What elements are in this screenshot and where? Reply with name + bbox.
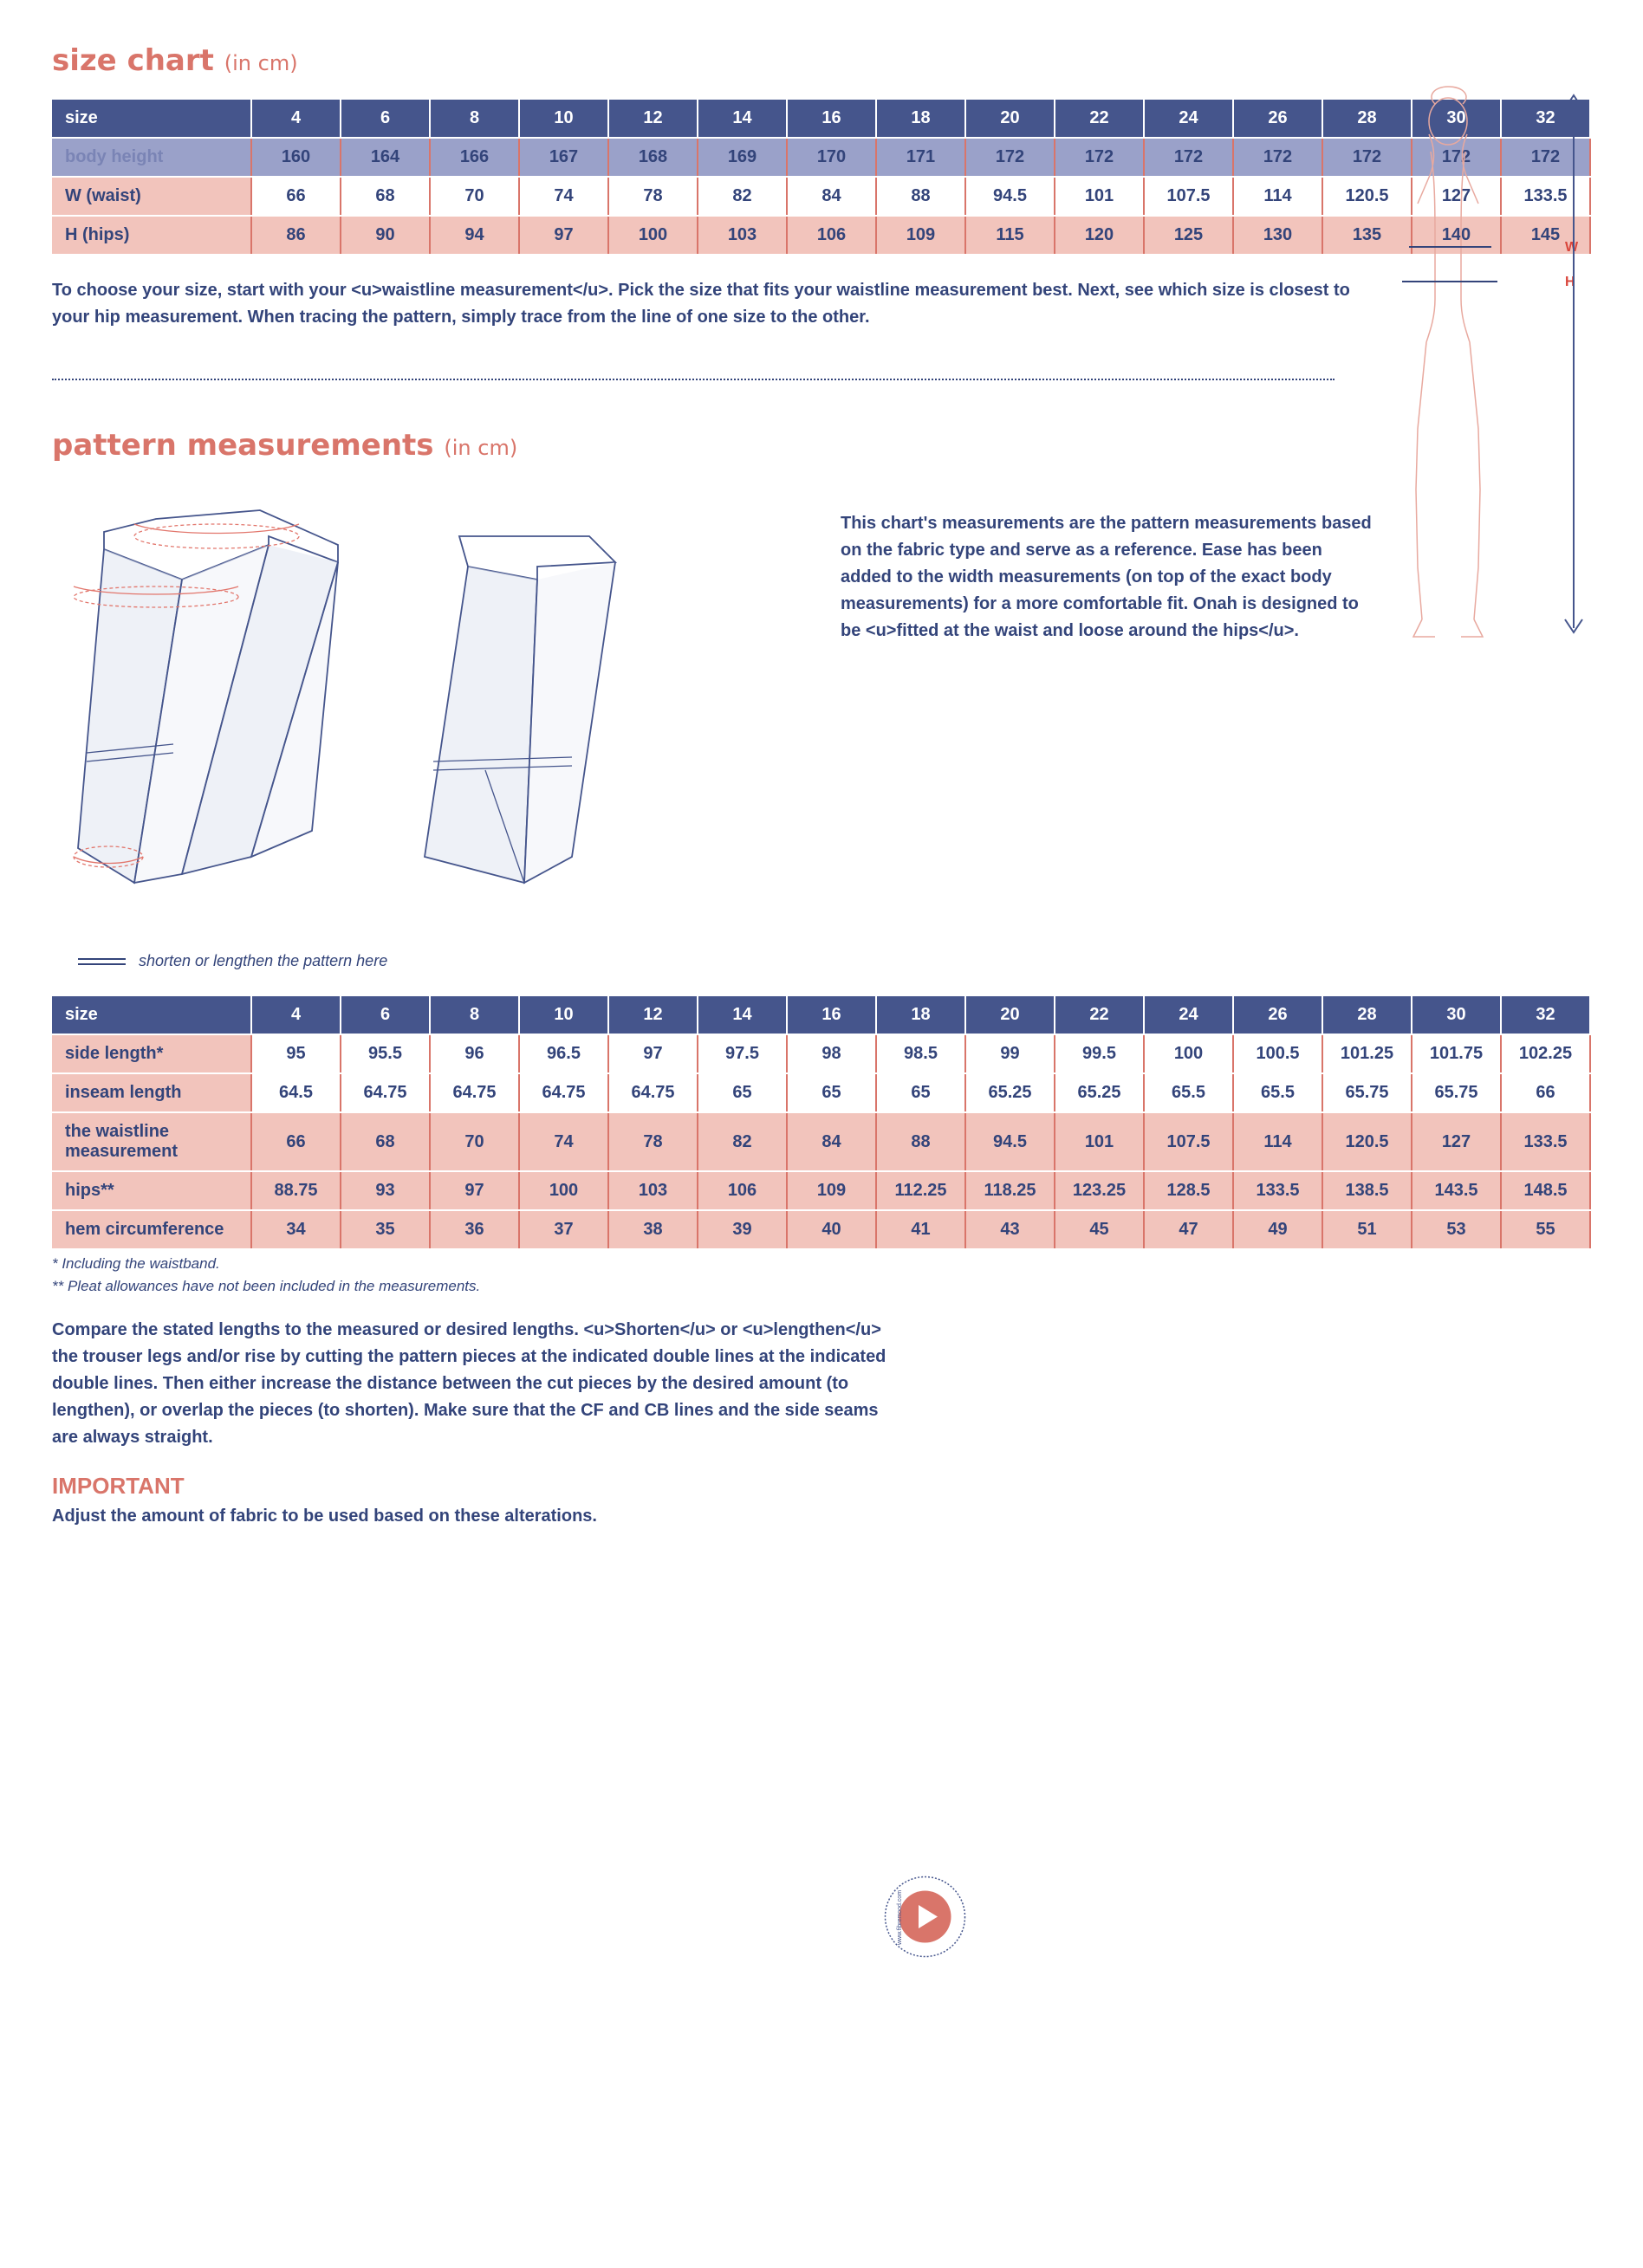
svg-text:www.fibremood.com: www.fibremood.com — [897, 1890, 903, 1946]
body-measurement-illustration: W H — [1305, 82, 1591, 645]
table-row: the waistline measurement 66 68 70 74 78… — [52, 1112, 1590, 1171]
fibremood-logo: www.fibremood.com — [884, 1876, 966, 1958]
table-row: hem circumference 34 35 36 37 38 39 40 4… — [52, 1210, 1590, 1249]
pattern-measurements-table[interactable]: size 4 6 8 10 12 14 16 18 20 22 24 26 28… — [52, 996, 1591, 1250]
pattern-table-header-label: size — [52, 996, 251, 1034]
table-row: inseam length 64.5 64.75 64.75 64.75 64.… — [52, 1073, 1590, 1112]
pattern-measurements-description: This chart's measurements are the patter… — [841, 510, 1378, 645]
table-row: side length* 95 95.5 96 96.5 97 97.5 98 … — [52, 1034, 1590, 1073]
svg-text:W: W — [1565, 240, 1579, 255]
table-row: hips** 88.75 93 97 100 103 106 109 112.2… — [52, 1171, 1590, 1210]
double-line-icon — [78, 953, 126, 970]
footnote-2: ** Pleat allowances have not been includ… — [52, 1278, 1591, 1295]
size-chart-section: size chart (in cm) size 4 6 8 10 12 14 1… — [52, 43, 1591, 380]
important-body: Adjust the amount of fabric to be used b… — [52, 1507, 1591, 1526]
footnote-1: * Including the waistband. — [52, 1255, 1591, 1273]
size-chart-title: size chart (in cm) — [52, 43, 1591, 78]
size-chart-header-label: size — [52, 100, 251, 138]
shorten-lengthen-legend: shorten or lengthen the pattern here — [78, 952, 1591, 970]
important-title: IMPORTANT — [52, 1473, 1591, 1500]
size-chart-intro-text: To choose your size, start with your <u>… — [52, 277, 1352, 331]
pattern-front-back-drawing — [52, 484, 815, 917]
section-divider — [52, 379, 1335, 380]
compare-lengths-text: Compare the stated lengths to the measur… — [52, 1317, 901, 1451]
